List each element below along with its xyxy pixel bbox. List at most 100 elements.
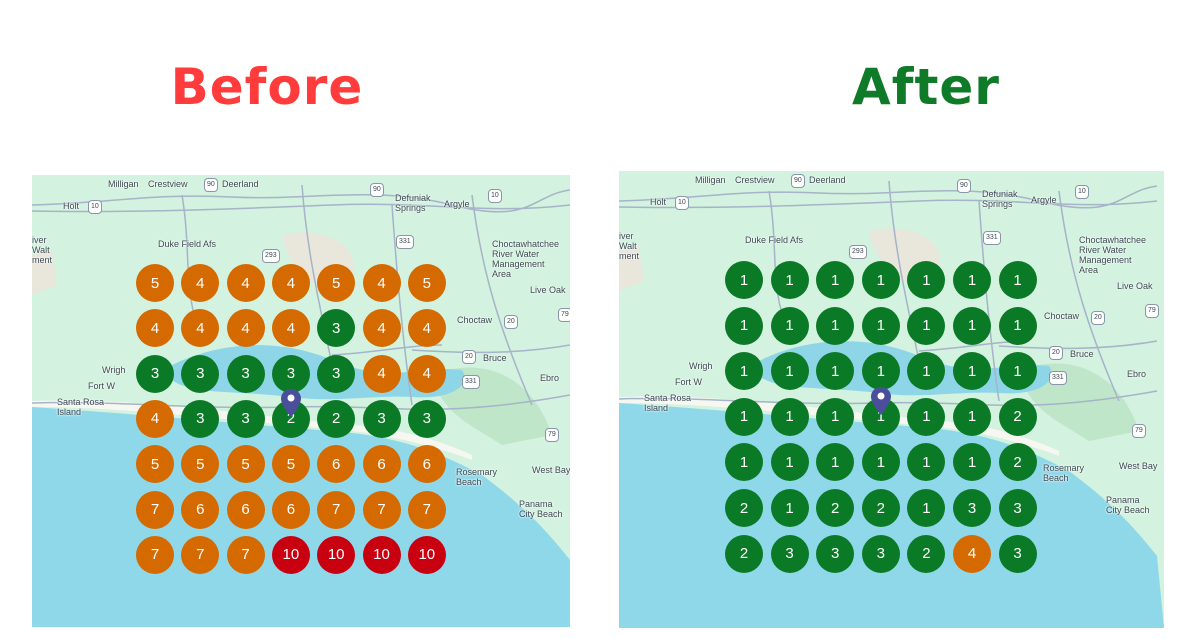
rank-marker[interactable]: 4 — [181, 264, 220, 302]
rank-marker[interactable]: 3 — [271, 354, 310, 393]
rank-marker[interactable]: 4 — [181, 309, 220, 348]
rank-marker[interactable]: 7 — [136, 535, 174, 574]
rank-marker[interactable]: 1 — [770, 306, 809, 345]
rank-marker[interactable]: 1 — [816, 352, 855, 391]
rank-marker[interactable]: 4 — [407, 309, 446, 348]
rank-marker[interactable]: 1 — [907, 489, 946, 527]
rank-marker[interactable]: 2 — [725, 534, 763, 573]
rank-marker[interactable]: 4 — [362, 354, 401, 393]
rank-marker[interactable]: 6 — [317, 445, 356, 484]
rank-marker[interactable]: 3 — [317, 309, 356, 348]
rank-marker[interactable]: 3 — [998, 489, 1037, 527]
rank-marker[interactable]: 5 — [407, 264, 446, 302]
rank-marker[interactable]: 1 — [770, 261, 809, 299]
rank-marker[interactable]: 5 — [226, 445, 265, 484]
rank-marker[interactable]: 3 — [362, 399, 401, 438]
rank-marker[interactable]: 1 — [770, 352, 809, 391]
rank-marker[interactable]: 4 — [136, 399, 174, 438]
rank-marker[interactable]: 1 — [907, 352, 946, 391]
rank-marker[interactable]: 7 — [181, 535, 220, 574]
rank-marker[interactable]: 1 — [998, 306, 1037, 345]
rank-marker[interactable]: 1 — [907, 397, 946, 436]
rank-marker[interactable]: 4 — [226, 309, 265, 348]
rank-marker[interactable]: 3 — [861, 534, 900, 573]
rank-marker[interactable]: 10 — [362, 535, 401, 574]
rank-marker[interactable]: 4 — [271, 264, 310, 302]
rank-marker[interactable]: 3 — [136, 354, 174, 393]
rank-marker[interactable]: 3 — [816, 534, 855, 573]
rank-marker[interactable]: 1 — [907, 261, 946, 299]
rank-marker[interactable]: 1 — [725, 443, 763, 482]
rank-marker[interactable]: 7 — [136, 490, 174, 529]
rank-marker[interactable]: 5 — [317, 264, 356, 302]
rank-marker[interactable]: 1 — [861, 443, 900, 482]
rank-marker[interactable]: 3 — [770, 534, 809, 573]
rank-marker[interactable]: 1 — [770, 489, 809, 527]
rank-marker[interactable]: 6 — [181, 490, 220, 529]
rank-marker[interactable]: 3 — [953, 489, 991, 527]
rank-marker[interactable]: 3 — [226, 354, 265, 393]
rank-marker[interactable]: 1 — [816, 397, 855, 436]
rank-marker[interactable]: 10 — [317, 535, 356, 574]
rank-marker[interactable]: 1 — [953, 306, 991, 345]
rank-marker[interactable]: 2 — [317, 399, 356, 438]
rank-marker[interactable]: 1 — [725, 352, 763, 391]
rank-marker[interactable]: 3 — [181, 354, 220, 393]
rank-marker[interactable]: 5 — [271, 445, 310, 484]
rank-marker[interactable]: 1 — [816, 261, 855, 299]
rank-marker[interactable]: 2 — [907, 534, 946, 573]
rank-marker[interactable]: 1 — [953, 352, 991, 391]
rank-marker[interactable]: 5 — [181, 445, 220, 484]
rank-marker[interactable]: 1 — [770, 443, 809, 482]
rank-marker[interactable]: 1 — [816, 443, 855, 482]
rank-marker[interactable]: 1 — [725, 306, 763, 345]
rank-marker[interactable]: 4 — [226, 264, 265, 302]
rank-marker[interactable]: 4 — [136, 309, 174, 348]
rank-marker[interactable]: 3 — [226, 399, 265, 438]
rank-marker[interactable]: 4 — [407, 354, 446, 393]
rank-marker[interactable]: 4 — [271, 309, 310, 348]
rank-marker[interactable]: 7 — [317, 490, 356, 529]
rank-marker[interactable]: 2 — [998, 443, 1037, 482]
rank-marker[interactable]: 6 — [362, 445, 401, 484]
rank-marker[interactable]: 2 — [816, 489, 855, 527]
rank-marker[interactable]: 1 — [861, 352, 900, 391]
rank-marker[interactable]: 4 — [362, 309, 401, 348]
rank-marker[interactable]: 1 — [861, 306, 900, 345]
rank-marker[interactable]: 7 — [226, 535, 265, 574]
rank-marker[interactable]: 4 — [362, 264, 401, 302]
rank-marker[interactable]: 1 — [907, 443, 946, 482]
rank-marker[interactable]: 2 — [861, 489, 900, 527]
rank-marker[interactable]: 2 — [725, 489, 763, 527]
rank-marker[interactable]: 3 — [317, 354, 356, 393]
rank-marker[interactable]: 3 — [407, 399, 446, 438]
rank-marker[interactable]: 3 — [181, 399, 220, 438]
rank-marker[interactable]: 1 — [998, 352, 1037, 391]
rank-marker[interactable]: 5 — [136, 445, 174, 484]
rank-marker[interactable]: 5 — [136, 264, 174, 302]
location-pin-icon[interactable] — [280, 388, 301, 417]
rank-marker[interactable]: 1 — [907, 306, 946, 345]
rank-marker[interactable]: 2 — [998, 397, 1037, 436]
rank-marker[interactable]: 10 — [407, 535, 446, 574]
rank-marker[interactable]: 1 — [725, 261, 763, 299]
rank-marker[interactable]: 1 — [953, 261, 991, 299]
rank-marker[interactable]: 6 — [407, 445, 446, 484]
rank-marker[interactable]: 1 — [770, 397, 809, 436]
rank-marker[interactable]: 1 — [725, 397, 763, 436]
rank-marker[interactable]: 7 — [407, 490, 446, 529]
rank-marker[interactable]: 4 — [953, 534, 991, 573]
rank-marker[interactable]: 3 — [998, 534, 1037, 573]
rank-marker[interactable]: 1 — [861, 261, 900, 299]
rank-marker[interactable]: 1 — [998, 261, 1037, 299]
rank-marker[interactable]: 6 — [226, 490, 265, 529]
rank-marker[interactable]: 7 — [362, 490, 401, 529]
location-pin-icon[interactable] — [870, 386, 891, 415]
before-map[interactable]: Milligan Crestview Deerland Holt Defuniak Sp… — [32, 175, 570, 627]
after-map[interactable]: Milligan Crestview Deerland Holt Defuniak Sp… — [619, 171, 1164, 628]
rank-marker[interactable]: 1 — [953, 397, 991, 436]
rank-marker[interactable]: 1 — [953, 443, 991, 482]
rank-marker[interactable]: 6 — [271, 490, 310, 529]
rank-marker[interactable]: 1 — [816, 306, 855, 345]
rank-marker[interactable]: 10 — [271, 535, 310, 574]
